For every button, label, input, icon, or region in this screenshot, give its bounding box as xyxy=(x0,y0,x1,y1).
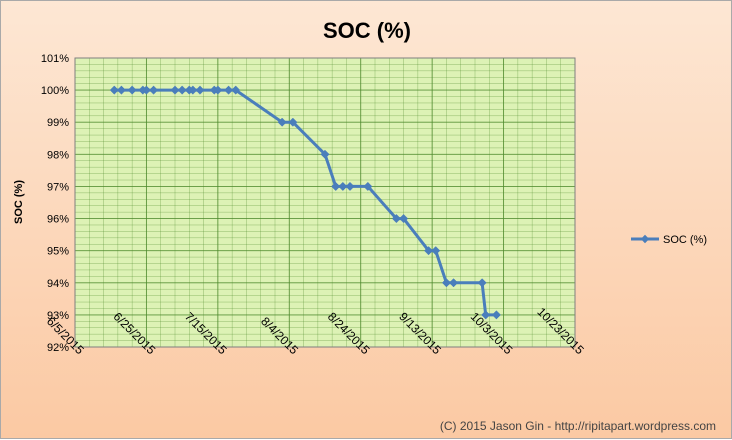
plot-area xyxy=(74,57,576,348)
legend: SOC (%) xyxy=(631,234,707,246)
data-point xyxy=(288,117,298,127)
data-point xyxy=(481,310,491,320)
y-tick-label: 100% xyxy=(41,85,69,97)
data-point xyxy=(127,85,137,95)
data-point xyxy=(213,85,223,95)
data-point xyxy=(277,117,287,127)
data-point xyxy=(431,246,441,256)
data-point xyxy=(109,85,119,95)
y-tick-label: 97% xyxy=(47,181,69,193)
data-point xyxy=(363,181,373,191)
data-point xyxy=(141,85,151,95)
gridlines xyxy=(74,57,576,348)
data-point xyxy=(424,246,434,256)
data-point xyxy=(177,85,187,95)
data-point xyxy=(338,181,348,191)
series-1 xyxy=(109,85,501,320)
data-point xyxy=(195,85,205,95)
y-axis-tick-labels: 92% 93% 94% 95% 96% 97% 98% 99% 100% 101% xyxy=(41,53,69,354)
data-point xyxy=(345,181,355,191)
y-tick-label: 99% xyxy=(47,117,69,129)
data-point xyxy=(399,214,409,224)
plot-border xyxy=(74,57,576,348)
data-point xyxy=(477,278,487,288)
data-point xyxy=(331,181,341,191)
data-point xyxy=(224,85,234,95)
y-tick-label: 98% xyxy=(47,149,69,161)
y-tick-label: 101% xyxy=(41,53,69,65)
data-point xyxy=(449,278,459,288)
data-point xyxy=(149,85,159,95)
y-tick-label: 95% xyxy=(47,246,69,258)
data-point xyxy=(116,85,126,95)
data-point xyxy=(391,214,401,224)
y-tick-label: 93% xyxy=(47,310,69,322)
y-tick-label: 92% xyxy=(47,342,69,354)
data-point xyxy=(491,310,501,320)
data-point xyxy=(320,149,330,159)
plot-background xyxy=(74,57,576,348)
data-point xyxy=(441,278,451,288)
y-tick-label: 96% xyxy=(47,214,69,226)
y-axis-label: SOC (%) xyxy=(13,180,25,224)
credit-text: (C) 2015 Jason Gin - http://ripitapart.w… xyxy=(440,419,716,433)
legend-marker xyxy=(640,234,650,244)
data-point xyxy=(188,85,198,95)
chart-title: SOC (%) xyxy=(323,18,411,43)
y-tick-label: 94% xyxy=(47,278,69,290)
data-point xyxy=(231,85,241,95)
data-point xyxy=(170,85,180,95)
legend-entry-soc: SOC (%) xyxy=(663,234,707,246)
